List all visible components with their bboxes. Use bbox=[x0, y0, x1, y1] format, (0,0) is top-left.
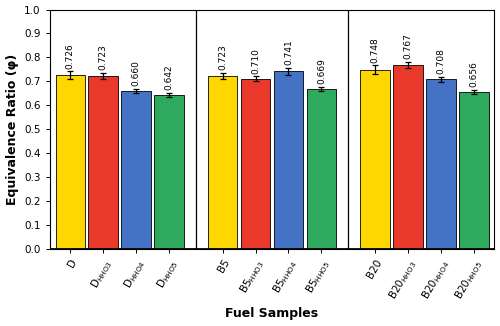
Text: 0.723: 0.723 bbox=[218, 44, 227, 70]
Bar bbox=[208, 76, 238, 248]
Text: 0.726: 0.726 bbox=[66, 43, 75, 68]
Text: 0.767: 0.767 bbox=[404, 33, 412, 59]
Bar bbox=[426, 79, 456, 248]
Text: 0.741: 0.741 bbox=[284, 40, 293, 66]
Bar bbox=[306, 89, 336, 248]
Bar bbox=[122, 91, 151, 248]
Bar bbox=[274, 71, 303, 248]
Bar bbox=[88, 76, 118, 248]
Bar bbox=[360, 70, 390, 248]
Bar bbox=[394, 65, 422, 248]
Y-axis label: Equivalence Ratio (φ): Equivalence Ratio (φ) bbox=[6, 53, 18, 205]
Text: 0.669: 0.669 bbox=[317, 58, 326, 84]
Text: 0.656: 0.656 bbox=[470, 61, 478, 87]
Bar bbox=[154, 95, 184, 248]
Bar bbox=[56, 75, 85, 248]
Text: 0.723: 0.723 bbox=[98, 44, 108, 70]
X-axis label: Fuel Samples: Fuel Samples bbox=[226, 307, 318, 320]
Text: 0.748: 0.748 bbox=[370, 37, 380, 63]
Text: 0.708: 0.708 bbox=[436, 48, 446, 74]
Text: 0.660: 0.660 bbox=[132, 60, 140, 86]
Text: 0.710: 0.710 bbox=[251, 48, 260, 74]
Bar bbox=[459, 92, 488, 248]
Text: 0.642: 0.642 bbox=[164, 65, 173, 90]
Bar bbox=[241, 79, 270, 248]
